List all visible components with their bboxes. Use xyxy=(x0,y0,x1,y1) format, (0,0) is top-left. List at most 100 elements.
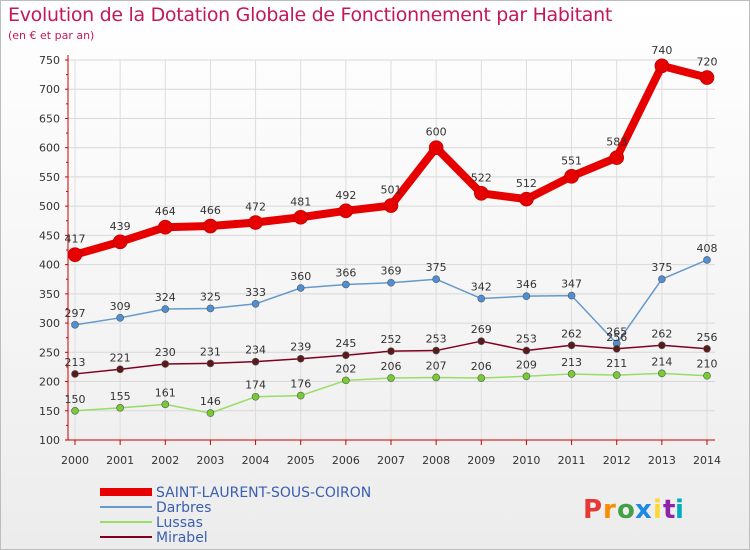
x-tick-label: 2011 xyxy=(558,454,586,467)
data-label: 210 xyxy=(697,358,718,371)
data-point xyxy=(522,292,531,300)
data-point xyxy=(387,347,395,355)
data-label: 551 xyxy=(561,154,582,167)
data-label: 239 xyxy=(290,341,311,354)
data-point xyxy=(251,392,260,401)
y-tick-label: 450 xyxy=(39,229,60,242)
data-label: 206 xyxy=(471,360,492,373)
x-tick-label: 2005 xyxy=(287,454,315,467)
data-label: 309 xyxy=(110,300,131,313)
data-point xyxy=(338,203,354,219)
data-point xyxy=(567,291,576,300)
data-label: 262 xyxy=(651,327,672,340)
data-label: 439 xyxy=(110,220,131,233)
data-point xyxy=(522,346,531,355)
data-label: 213 xyxy=(561,356,582,369)
y-tick-label: 600 xyxy=(39,142,60,155)
data-label: 740 xyxy=(651,44,672,57)
data-point xyxy=(383,198,399,213)
data-point xyxy=(248,215,263,230)
axes: 100 150 200 250 300 350 400 450 500 550 600 650 700 7… xyxy=(39,54,721,467)
data-label: 375 xyxy=(651,261,672,274)
x-tick-label: 2009 xyxy=(467,454,495,467)
data-label: 146 xyxy=(200,395,221,408)
data-point xyxy=(477,294,486,303)
data-point xyxy=(658,275,666,284)
x-tick-label: 2010 xyxy=(512,454,540,467)
data-label: 253 xyxy=(426,333,447,346)
logo-letter: i xyxy=(675,495,684,525)
data-label: 325 xyxy=(200,290,221,303)
y-tick-label: 400 xyxy=(39,259,60,272)
data-label: 522 xyxy=(471,171,492,184)
data-point xyxy=(71,321,79,329)
data-label: 174 xyxy=(245,379,266,392)
data-label: 481 xyxy=(290,195,311,208)
data-label: 221 xyxy=(110,351,131,364)
data-point xyxy=(296,284,305,292)
data-point xyxy=(428,140,444,155)
data-label: 600 xyxy=(426,126,447,139)
logo-letter: r xyxy=(603,495,616,525)
data-label: 176 xyxy=(290,378,311,391)
data-point xyxy=(293,209,309,225)
legend: SAINT-LAURENT-SOUS-COIRONDarbresLussasMi… xyxy=(100,485,371,546)
data-label: 209 xyxy=(516,358,537,371)
x-tick-label: 2000 xyxy=(61,454,89,467)
data-label: 347 xyxy=(561,278,582,291)
data-point xyxy=(699,70,715,85)
data-point xyxy=(658,369,666,378)
data-label: 324 xyxy=(155,291,176,304)
data-point xyxy=(251,299,260,308)
logo-letter: o xyxy=(617,495,635,525)
data-label: 155 xyxy=(110,390,131,403)
x-tick-label: 2003 xyxy=(196,454,224,467)
data-point xyxy=(703,371,711,380)
x-tick-label: 2001 xyxy=(106,454,134,467)
data-point xyxy=(203,218,218,234)
data-label: 472 xyxy=(245,201,266,214)
grid xyxy=(68,59,715,441)
data-point xyxy=(519,191,534,207)
y-tick-label: 550 xyxy=(39,171,60,184)
data-point xyxy=(477,337,486,346)
data-point xyxy=(71,406,79,415)
x-tick-label: 2002 xyxy=(151,454,179,467)
data-point xyxy=(612,344,621,353)
data-point xyxy=(342,280,350,289)
legend-label: Lussas xyxy=(156,515,203,531)
data-point xyxy=(161,400,170,409)
series-lussas: 150 155 161 146 174 176 202 206 207 206 209 213 211 2… xyxy=(65,355,718,417)
data-label: 583 xyxy=(606,136,627,149)
chart-subtitle: (en € et par an) xyxy=(8,29,95,42)
x-tick-label: 2004 xyxy=(242,454,270,467)
data-point xyxy=(567,370,576,378)
data-label: 297 xyxy=(65,307,86,320)
data-point xyxy=(206,409,215,417)
data-label: 408 xyxy=(697,242,718,255)
data-point xyxy=(206,359,215,368)
data-point xyxy=(206,304,215,313)
y-tick-label: 250 xyxy=(39,346,60,359)
data-point xyxy=(564,169,579,184)
logo-letter: i xyxy=(653,495,662,525)
data-label: 464 xyxy=(155,205,176,218)
series-saint-laurent-sous-coiron: 417 439 464 466 472 481 492 501 600 522 512 551 583 7… xyxy=(65,44,718,262)
data-label: 253 xyxy=(516,333,537,346)
data-point xyxy=(112,234,128,250)
data-label: 360 xyxy=(290,270,311,283)
data-point xyxy=(161,305,170,313)
y-tick-label: 700 xyxy=(39,83,60,96)
data-point xyxy=(116,314,124,322)
data-label: 501 xyxy=(381,184,402,197)
logo-letter: P xyxy=(583,495,602,525)
data-label: 342 xyxy=(471,281,492,294)
data-point xyxy=(609,150,625,165)
data-label: 245 xyxy=(335,337,356,350)
data-label: 366 xyxy=(335,266,356,279)
data-point xyxy=(251,357,260,366)
